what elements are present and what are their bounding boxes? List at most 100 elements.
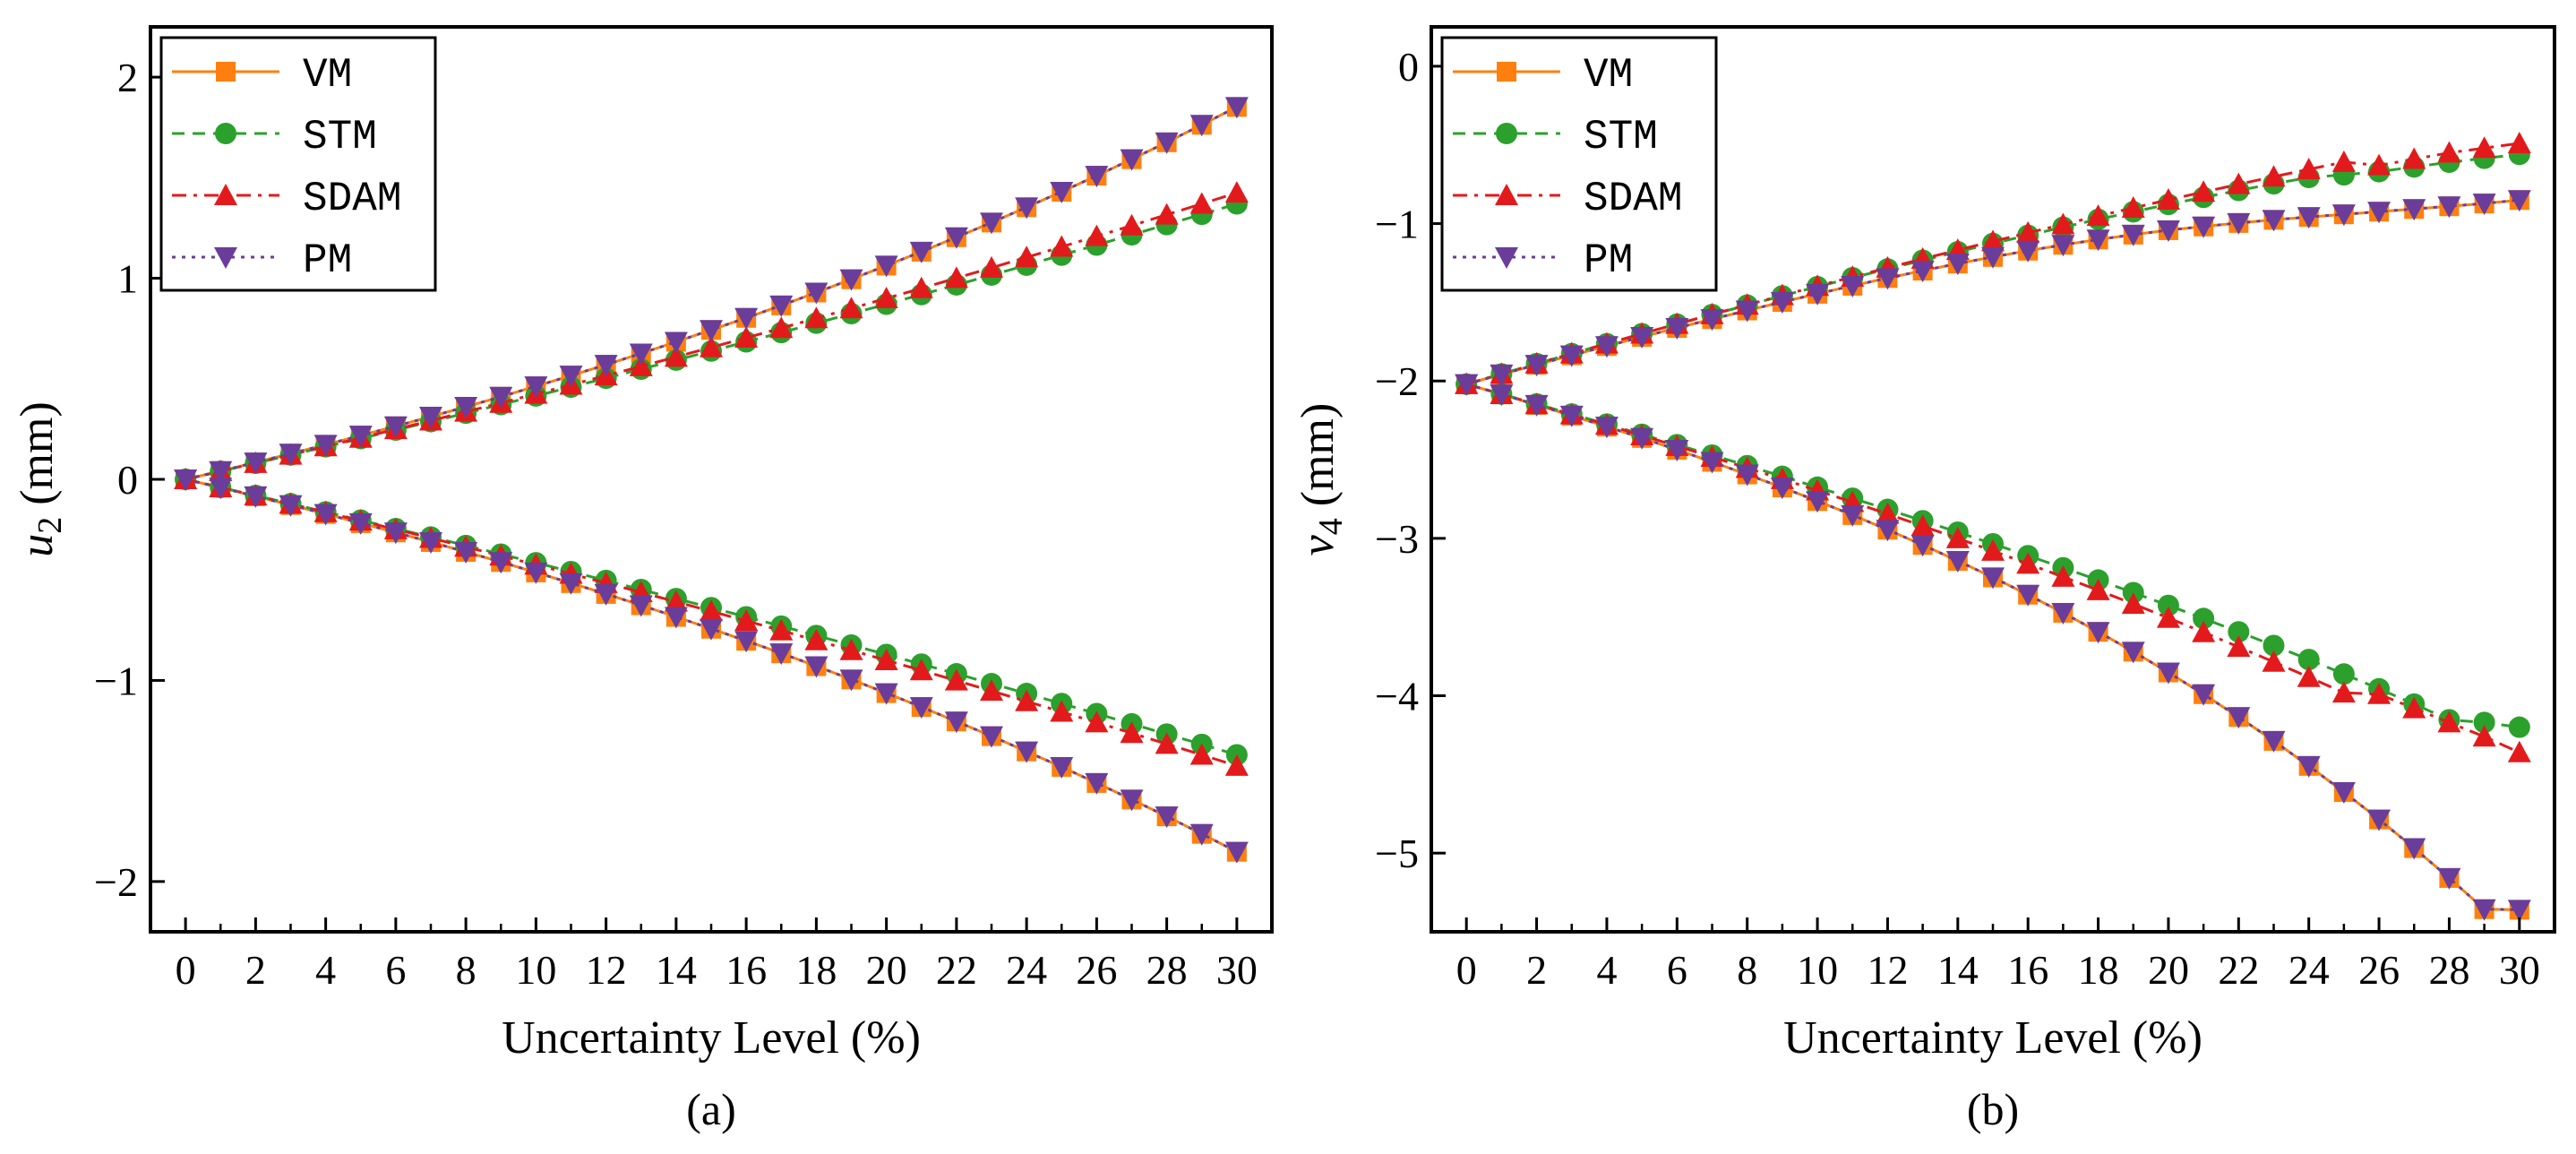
data-point-sdam (769, 316, 794, 339)
data-point-pm (1806, 283, 1830, 306)
data-point-pm (1841, 275, 1865, 297)
data-point-pm (734, 307, 759, 330)
data-point-sdam (909, 659, 933, 681)
data-point-sdam (1050, 700, 1074, 722)
data-point-pm (2086, 229, 2110, 252)
data-point-pm (1735, 464, 1759, 487)
data-point-sdam (2156, 606, 2180, 628)
data-point-sdam (1945, 526, 1970, 548)
data-point-sdam (1876, 502, 1900, 524)
data-point-sdam (2402, 147, 2426, 169)
data-point-pm (1876, 268, 1900, 290)
data-point-pm (664, 607, 688, 629)
panel-b-y-axis-label-unit: (mm) (1292, 403, 1344, 519)
data-point-sdam (769, 618, 794, 641)
data-point-sdam (1981, 538, 2005, 561)
data-point-pm (313, 435, 338, 457)
data-point-pm (559, 573, 583, 595)
data-point-sdam (1981, 229, 2005, 252)
data-point-pm (2016, 584, 2040, 607)
y-tick-label: −3 (1375, 516, 1419, 562)
data-point-pm (454, 542, 478, 564)
data-point-pm (594, 355, 618, 377)
legend-label-vm: VM (303, 52, 352, 99)
data-point-pm (1189, 115, 1214, 137)
data-point-pm (1665, 318, 1689, 340)
x-tick-label: 22 (936, 947, 977, 993)
legend-label-stm: STM (1584, 114, 1658, 160)
x-tick-label: 16 (2007, 947, 2048, 993)
data-point-pm (2437, 867, 2461, 890)
data-point-sdam (839, 638, 863, 660)
panel-b-series (1455, 131, 2531, 922)
data-point-pm (874, 683, 898, 705)
data-point-sdam (2262, 165, 2286, 187)
legend-marker-pm (214, 247, 237, 269)
data-point-pm (909, 241, 933, 263)
data-point-pm (244, 452, 268, 475)
legend-marker-vm (216, 62, 236, 82)
data-point-pm (1665, 439, 1689, 461)
x-tick-label: 14 (1937, 947, 1979, 993)
x-tick-label: 24 (2288, 947, 2330, 993)
data-point-pm (1700, 309, 1724, 332)
x-tick-label: 20 (2148, 947, 2189, 993)
data-point-pm (1876, 520, 1900, 542)
y-tick-label: −1 (1375, 202, 1419, 247)
data-point-sdam (700, 599, 723, 622)
x-tick-label: 18 (795, 947, 837, 993)
data-point-sdam (1120, 213, 1144, 236)
data-point-sdam (839, 297, 863, 319)
data-point-pm (1559, 405, 1584, 427)
panel-a-y-axis-label-unit: (mm) (12, 401, 63, 517)
data-point-pm (629, 595, 653, 617)
data-point-stm (2508, 716, 2530, 738)
data-point-pm (1806, 491, 1830, 513)
data-point-sdam (944, 668, 968, 691)
data-point-sdam (2086, 204, 2110, 227)
data-point-pm (489, 386, 513, 409)
data-point-pm (2121, 642, 2145, 664)
x-tick-label: 30 (2499, 947, 2540, 993)
data-point-pm (1524, 394, 1549, 417)
data-point-pm (419, 406, 442, 428)
data-point-pm (2297, 207, 2321, 229)
data-point-pm (2402, 199, 2426, 221)
series-line-vm-lower (1465, 383, 2520, 911)
data-point-pm (2086, 622, 2110, 644)
data-point-pm (2472, 194, 2496, 216)
data-point-pm (2121, 224, 2145, 246)
panel-b-y-axis-label: v4 (mm) (1292, 403, 1350, 556)
data-point-sdam (2051, 212, 2075, 235)
x-tick-label: 4 (1596, 947, 1617, 993)
x-tick-label: 12 (1867, 947, 1908, 993)
data-point-pm (383, 416, 408, 438)
data-point-pm (909, 697, 933, 719)
data-point-pm (980, 726, 1003, 748)
data-point-sdam (804, 306, 829, 329)
data-point-pm (489, 552, 513, 574)
data-point-pm (2472, 899, 2496, 921)
data-point-pm (769, 643, 794, 666)
data-point-pm (2262, 730, 2286, 753)
data-point-sdam (1015, 245, 1039, 268)
data-point-stm (2332, 663, 2355, 685)
x-tick-label: 28 (2428, 947, 2469, 993)
data-point-pm (279, 495, 303, 517)
data-point-pm (804, 656, 829, 678)
data-point-pm (839, 669, 863, 692)
data-point-pm (734, 631, 759, 653)
data-point-pm (839, 269, 863, 291)
data-point-sdam (2402, 696, 2426, 719)
data-point-sdam (2367, 153, 2391, 176)
panel-b-ticks: 0 2 4 6 8 10 12 14 16 18 20 22 24 26 28 30−5−4−3−2−10 (1375, 44, 2540, 993)
data-point-pm (1490, 384, 1514, 407)
legend-marker-stm (215, 123, 236, 144)
data-point-sdam (980, 255, 1003, 278)
panel-b-y-axis-label-sub: 4 (1312, 518, 1350, 535)
x-tick-label: 10 (1797, 947, 1838, 993)
data-point-pm (1189, 823, 1214, 846)
data-point-pm (1455, 374, 1479, 396)
data-point-pm (1945, 550, 1970, 573)
